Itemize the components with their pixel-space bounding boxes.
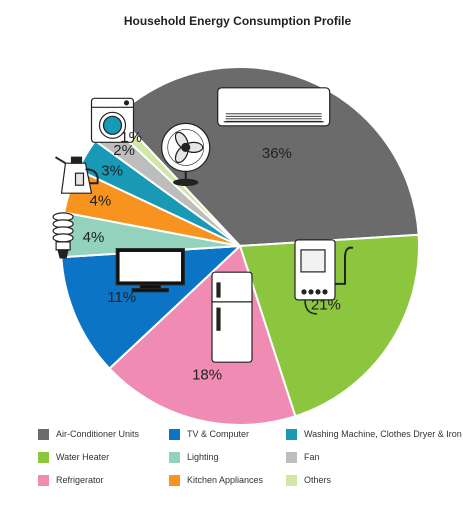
slice-label-washing-machine-clothes-dryer-iron: 3%: [101, 162, 123, 179]
legend-swatch: [38, 428, 49, 440]
refrigerator-icon: [211, 271, 253, 363]
legend-item-others: Others: [286, 474, 468, 486]
chart-title: Household Energy Consumption Profile: [123, 14, 352, 28]
legend-item-water-heater: Water Heater: [38, 451, 169, 463]
legend-swatch: [38, 474, 49, 486]
slice-label-air-conditioner-units: 36%: [262, 145, 292, 162]
tv-icon: [115, 248, 185, 293]
slice-label-kitchen-appliances: 4%: [90, 193, 112, 210]
slice-label-fan: 2%: [113, 142, 135, 159]
pie-slice-air-conditioner-units: [116, 66, 420, 248]
legend-item-lighting: Lighting: [169, 451, 286, 463]
slice-label-tv-computer: 11%: [107, 289, 136, 306]
legend-label: Others: [304, 475, 332, 485]
slice-label-water-heater: 21%: [311, 296, 341, 313]
legend-item-refrigerator: Refrigerator: [38, 474, 169, 486]
legend-item-air-conditioner-units: Air-Conditioner Units: [38, 428, 169, 440]
legend-swatch: [38, 451, 49, 463]
pie-slice-tv-computer: [60, 244, 243, 370]
legend-swatch: [169, 451, 180, 463]
air-conditioner-icon: [217, 87, 331, 127]
pie-slice-water-heater: [238, 233, 421, 418]
legend-label: Refrigerator: [56, 475, 104, 485]
slice-label-others: 1%: [120, 129, 142, 146]
fan-icon: [161, 122, 211, 187]
kettle-icon: [54, 156, 99, 194]
legend-swatch: [169, 428, 180, 440]
light-bulb-icon: [52, 212, 74, 259]
legend-item-fan: Fan: [286, 451, 468, 463]
legend-swatch: [286, 428, 297, 440]
legend-label: Water Heater: [56, 452, 110, 462]
washing-machine-icon: [90, 97, 135, 143]
legend-swatch: [286, 451, 297, 463]
legend-label: Lighting: [187, 452, 219, 462]
legend-item-washing-machine-clothes-dryer-iron: Washing Machine, Clothes Dryer & Iron: [286, 428, 468, 440]
legend: Air-Conditioner Units TV & Computer Washin…: [38, 428, 468, 486]
slice-label-lighting: 4%: [83, 229, 105, 246]
slice-label-refrigerator: 18%: [192, 366, 222, 383]
water-heater-icon: [294, 239, 354, 315]
legend-item-kitchen-appliances: Kitchen Appliances: [169, 474, 286, 486]
legend-label: Fan: [304, 452, 320, 462]
legend-swatch: [169, 474, 180, 486]
legend-label: Kitchen Appliances: [187, 475, 264, 485]
legend-label: Air-Conditioner Units: [56, 429, 140, 439]
legend-swatch: [286, 474, 297, 486]
legend-label: Washing Machine, Clothes Dryer & Iron: [304, 429, 462, 439]
legend-label: TV & Computer: [187, 429, 250, 439]
legend-item-tv-computer: TV & Computer: [169, 428, 286, 440]
